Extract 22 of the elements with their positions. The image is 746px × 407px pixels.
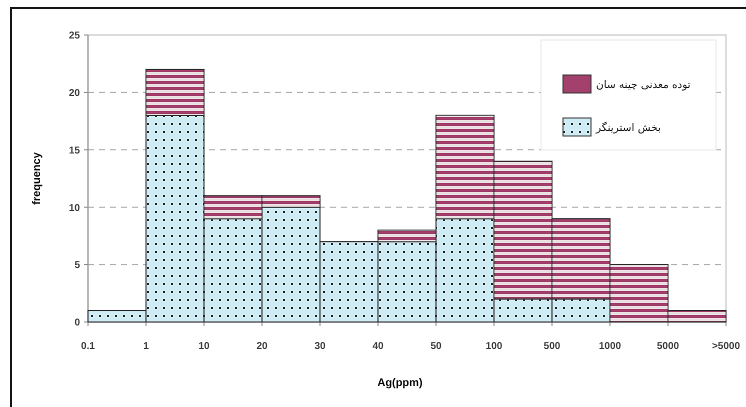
x-tick-label: 20 (256, 341, 268, 352)
y-tick-label: 5 (74, 260, 80, 272)
y-tick-label: 15 (68, 145, 80, 156)
x-tick-label: 50 (430, 341, 442, 352)
x-tick-label: 5000 (656, 341, 680, 352)
legend-label: توده معدنی چینه سان (596, 79, 691, 91)
x-tick-label: 1000 (598, 341, 622, 352)
y-tick-label: 20 (68, 88, 80, 99)
y-axis-title: frequency (31, 152, 43, 205)
x-tick-label: 0.1 (81, 341, 95, 352)
x-tick-label: 30 (314, 341, 326, 352)
y-tick-label: 25 (68, 30, 80, 42)
x-tick-label: 500 (544, 341, 560, 352)
x-tick-label: 1 (143, 341, 149, 352)
x-tick-label: 10 (198, 341, 210, 352)
x-axis-title: Ag(ppm) (377, 377, 423, 389)
x-tick-label: >5000 (712, 341, 740, 352)
legend-label: بخش استرینگر (596, 122, 661, 134)
x-tick-label: 40 (372, 341, 384, 352)
x-tick-label: 100 (486, 341, 502, 352)
y-tick-label: 0 (74, 318, 80, 329)
y-tick-label: 10 (68, 202, 80, 214)
